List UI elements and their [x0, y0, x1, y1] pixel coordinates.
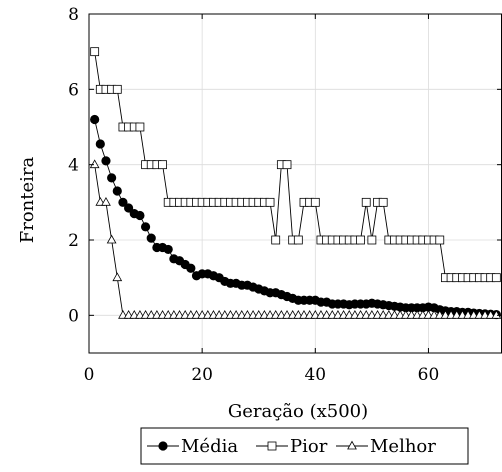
legend-box [140, 427, 469, 465]
series-2 [90, 47, 501, 283]
y-tick-label: 2 [68, 231, 79, 251]
data-point [135, 210, 145, 221]
data-point [186, 263, 196, 273]
data-point [112, 84, 122, 94]
legend-item: Pior [256, 436, 328, 457]
data-point [367, 235, 377, 245]
legend: Média Pior Melhor [140, 427, 469, 465]
legend-label: Média [181, 436, 238, 457]
x-axis-label: Geração (x500) [228, 401, 368, 422]
series-1 [90, 114, 501, 320]
data-point [90, 47, 100, 57]
legend-item: Melhor [336, 436, 436, 457]
data-point [265, 197, 275, 207]
data-point [106, 234, 117, 244]
y-tick-label: 4 [68, 156, 79, 176]
data-point [89, 159, 100, 169]
legend-label: Pior [290, 436, 328, 457]
x-tick-label: 0 [84, 365, 95, 385]
data-point [112, 186, 122, 196]
data-point [90, 114, 100, 125]
x-tick-label: 40 [304, 365, 326, 385]
data-point [112, 272, 123, 282]
tick-labels: 0 20 40 60 0 2 4 6 8 [68, 5, 439, 385]
data-point [124, 203, 134, 213]
data-point [310, 197, 320, 207]
data-point [163, 244, 173, 255]
data-point [135, 122, 145, 132]
data-point [118, 197, 128, 207]
data-point [293, 235, 303, 245]
series-layer [89, 47, 502, 320]
data-point [95, 139, 105, 149]
data-point [271, 235, 281, 245]
data-point [107, 173, 117, 183]
series-line [94, 119, 497, 316]
data-point [282, 160, 292, 170]
x-tick-label: 20 [191, 365, 213, 385]
data-point [101, 156, 111, 166]
data-point [378, 197, 388, 207]
y-axis-label: Fronteira [17, 156, 38, 243]
legend-item: Média [147, 436, 238, 457]
data-point [361, 197, 371, 207]
data-point [146, 233, 156, 243]
x-tick-label: 60 [418, 365, 440, 385]
legend-marker [158, 441, 168, 451]
legend-label: Melhor [370, 436, 436, 457]
data-point [491, 310, 502, 319]
data-point [140, 222, 151, 232]
series-3 [89, 159, 502, 319]
data-point [158, 160, 167, 170]
legend-marker [267, 441, 277, 451]
y-tick-label: 0 [68, 306, 79, 326]
y-tick-label: 6 [68, 80, 79, 100]
y-tick-label: 8 [68, 5, 79, 25]
data-point [491, 273, 501, 283]
data-point [435, 235, 445, 245]
legend-marker [347, 440, 357, 450]
data-point [356, 235, 365, 245]
data-point [101, 197, 111, 206]
